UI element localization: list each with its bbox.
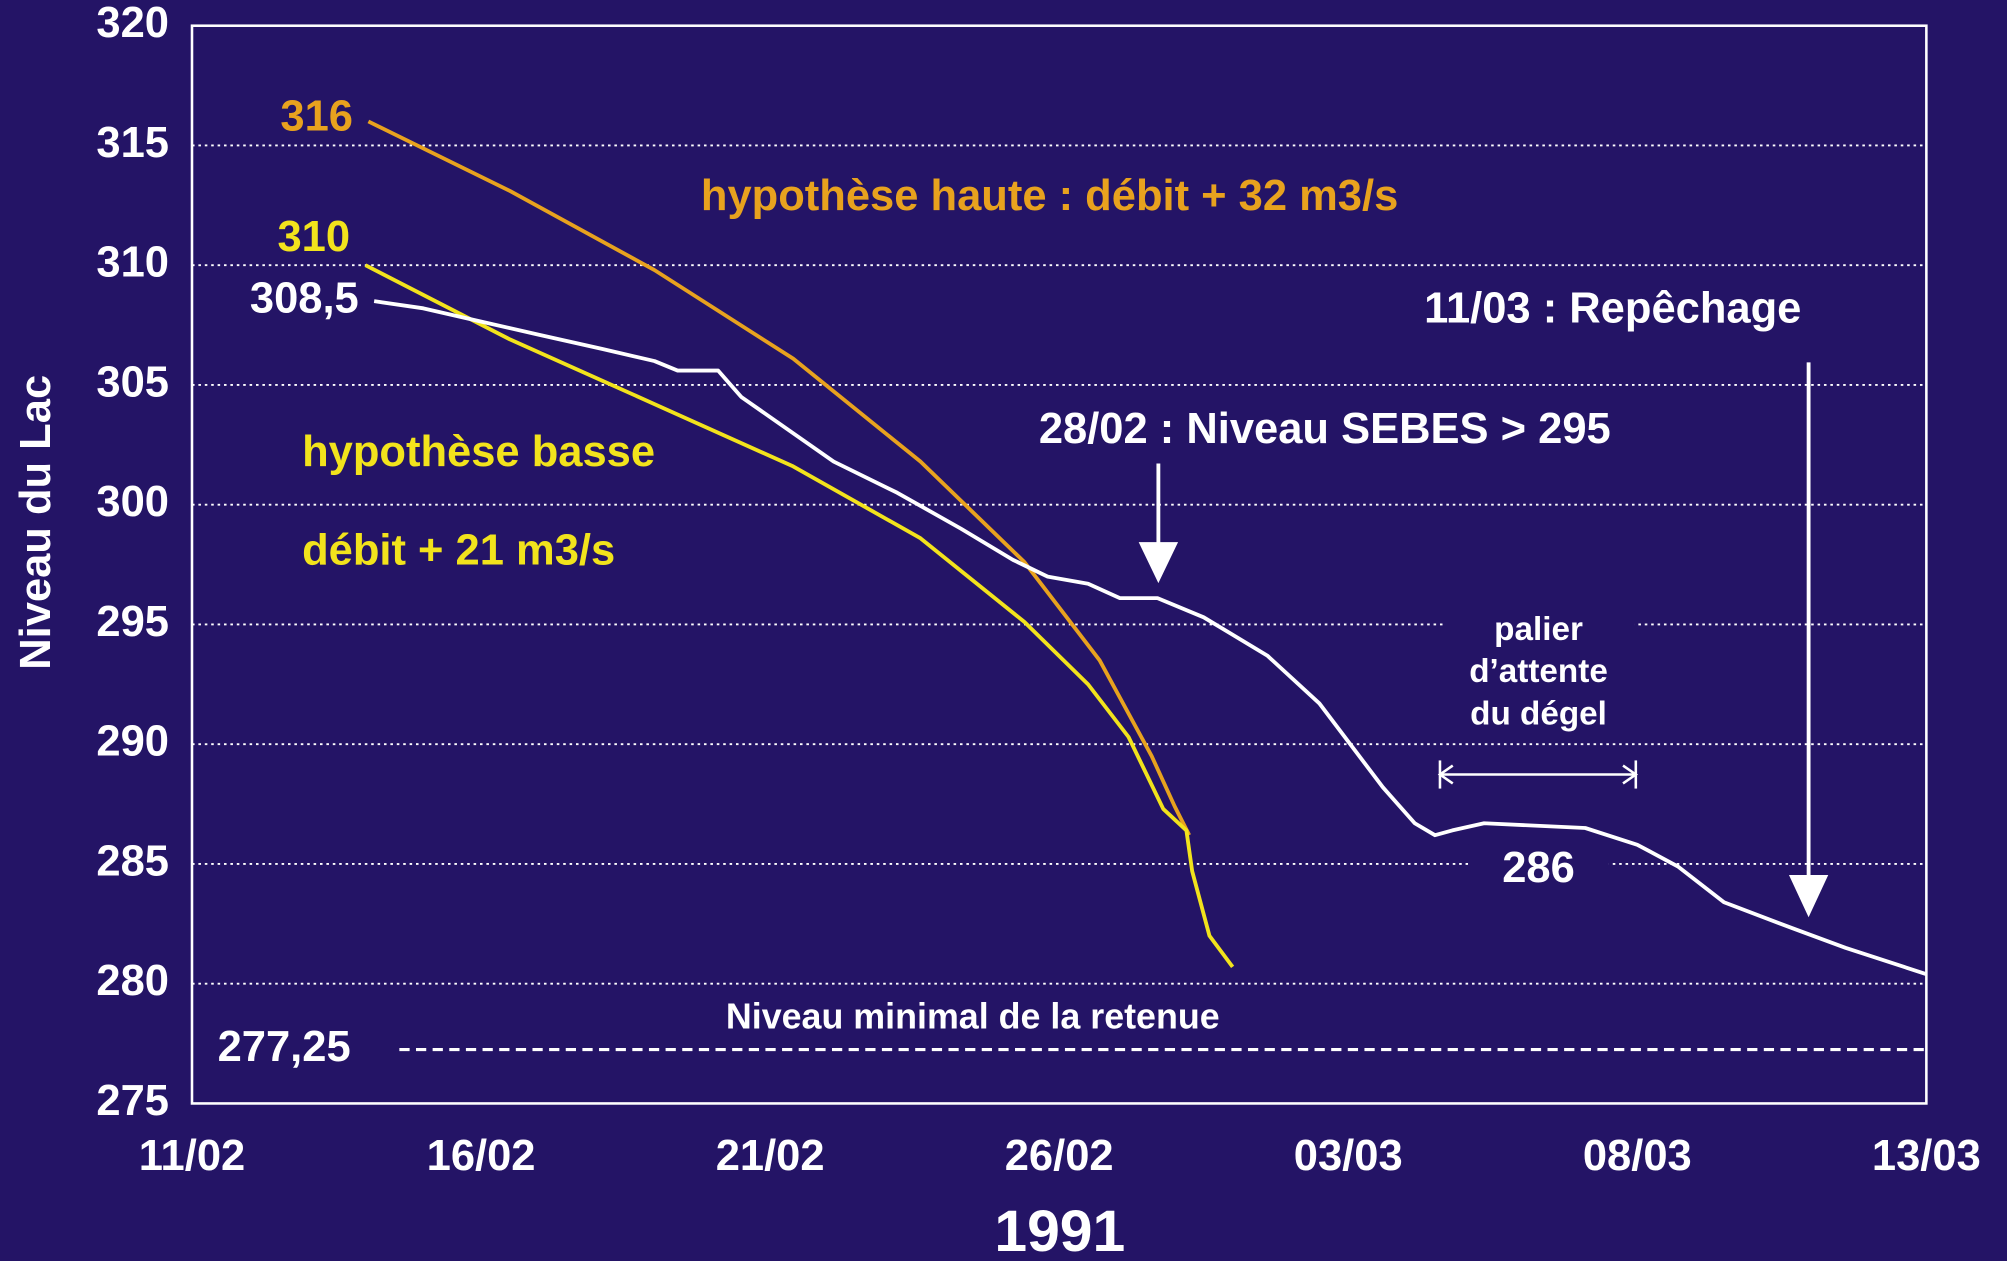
legend-entry: hypothèse basse [302,428,655,476]
x-tick-label: 13/03 [1872,1132,1981,1180]
series-line [373,299,1927,976]
annotation: d’attente [1469,653,1608,690]
label-background [1468,844,1609,897]
y-tick-label: 275 [96,1077,169,1125]
data-label: 310 [277,213,350,261]
y-tick-label: 315 [96,119,169,167]
y-tick-label: 290 [96,718,169,766]
arrow-head [1138,542,1179,584]
data-label: 308,5 [250,275,359,323]
x-tick-label: 21/02 [716,1132,825,1180]
series-line [364,263,1235,969]
y-tick-label: 310 [96,239,169,287]
annotation: 11/03 : Repêchage [1424,285,1801,333]
y-axis-label: Niveau du Lac [12,375,60,670]
annotation: palier [1494,611,1583,648]
y-tick-label: 295 [96,598,169,646]
plot-frame [190,24,1928,1105]
x-tick-label: 16/02 [427,1132,536,1180]
x-tick-label: 03/03 [1294,1132,1403,1180]
x-axis-label: 1991 [994,1199,1125,1261]
y-tick-label: 305 [96,358,169,406]
annotation: 28/02 : Niveau SEBES > 295 [1039,405,1611,453]
y-tick-label: 320 [96,0,169,47]
y-tick-label: 280 [96,957,169,1005]
reference-text: Niveau minimal de la retenue [726,996,1220,1036]
y-tick-label: 285 [96,837,169,885]
series-line [367,119,1191,837]
x-tick-label: 08/03 [1583,1132,1692,1180]
x-tick-label: 11/02 [139,1132,245,1180]
x-tick-label: 26/02 [1005,1132,1114,1180]
annotation: 286 [1502,844,1575,892]
arrow-head [1788,874,1829,918]
legend-entry: débit + 21 m3/s [302,527,615,575]
label-background [1442,611,1635,652]
legend-entry: hypothèse haute : débit + 32 m3/s [701,172,1398,220]
annotation: du dégel [1470,695,1607,732]
data-label: 316 [280,92,353,140]
reference-label: 277,25 [218,1023,351,1071]
y-tick-label: 300 [96,478,169,526]
arrows [1138,362,1829,918]
